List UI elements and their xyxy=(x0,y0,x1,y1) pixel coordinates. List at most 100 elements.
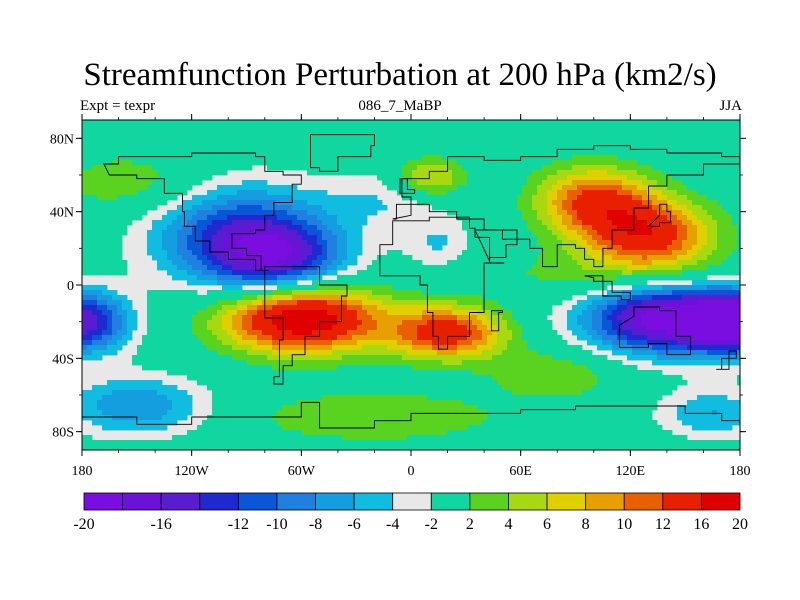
field-cell xyxy=(237,280,243,286)
field-cell xyxy=(682,125,688,131)
field-cell xyxy=(647,260,653,266)
field-cell xyxy=(147,290,153,296)
field-cell xyxy=(662,265,668,271)
field-cell xyxy=(472,270,478,276)
field-cell xyxy=(112,260,118,266)
field-cell xyxy=(97,245,103,251)
field-cell xyxy=(202,125,208,131)
field-cell xyxy=(267,230,273,236)
field-cell xyxy=(322,155,328,161)
field-cell xyxy=(677,315,683,321)
field-cell xyxy=(192,270,198,276)
field-cell xyxy=(312,200,318,206)
field-cell xyxy=(397,265,403,271)
field-cell xyxy=(367,310,373,316)
field-cell xyxy=(82,195,88,201)
field-cell xyxy=(97,205,103,211)
field-cell xyxy=(647,325,653,331)
field-cell xyxy=(577,130,583,136)
field-cell xyxy=(257,260,263,266)
field-cell xyxy=(312,150,318,156)
field-cell xyxy=(617,310,623,316)
field-cell xyxy=(737,295,740,301)
field-cell xyxy=(642,315,648,321)
field-cell xyxy=(627,245,633,251)
field-cell xyxy=(272,250,278,256)
field-cell xyxy=(397,290,403,296)
field-cell xyxy=(277,150,283,156)
field-cell xyxy=(332,230,338,236)
field-cell xyxy=(457,185,463,191)
field-cell xyxy=(292,190,298,196)
field-cell xyxy=(437,205,443,211)
field-cell xyxy=(592,205,598,211)
field-cell xyxy=(537,245,543,251)
field-cell xyxy=(392,265,398,271)
field-cell xyxy=(657,175,663,181)
field-cell xyxy=(232,305,238,311)
field-cell xyxy=(672,270,678,276)
field-cell xyxy=(377,285,383,291)
field-cell xyxy=(307,255,313,261)
field-cell xyxy=(702,120,708,126)
field-cell xyxy=(317,215,323,221)
field-cell xyxy=(157,245,163,251)
field-cell xyxy=(627,265,633,271)
field-cell xyxy=(122,325,128,331)
field-cell xyxy=(637,245,643,251)
field-cell xyxy=(382,300,388,306)
field-cell xyxy=(187,315,193,321)
field-cell xyxy=(637,200,643,206)
field-cell xyxy=(602,145,608,151)
field-cell xyxy=(532,220,538,226)
field-cell xyxy=(302,165,308,171)
field-cell xyxy=(487,165,493,171)
field-cell xyxy=(647,230,653,236)
field-cell xyxy=(537,205,543,211)
field-cell xyxy=(677,290,683,296)
field-cell xyxy=(572,125,578,131)
field-cell xyxy=(632,130,638,136)
field-cell xyxy=(177,235,183,241)
field-cell xyxy=(562,280,568,286)
field-cell xyxy=(432,165,438,171)
field-cell xyxy=(252,270,258,276)
field-cell xyxy=(542,235,548,241)
field-cell xyxy=(502,140,508,146)
field-cell xyxy=(257,190,263,196)
field-cell xyxy=(502,270,508,276)
field-cell xyxy=(627,135,633,141)
field-cell xyxy=(357,270,363,276)
field-cell xyxy=(507,300,513,306)
field-cell xyxy=(117,300,123,306)
field-cell xyxy=(587,265,593,271)
field-cell xyxy=(587,145,593,151)
field-cell xyxy=(267,290,273,296)
field-cell xyxy=(597,170,603,176)
field-cell xyxy=(642,200,648,206)
field-cell xyxy=(397,310,403,316)
field-cell xyxy=(132,165,138,171)
field-cell xyxy=(202,155,208,161)
field-cell xyxy=(157,230,163,236)
field-cell xyxy=(487,185,493,191)
field-cell xyxy=(677,305,683,311)
field-cell xyxy=(342,145,348,151)
field-cell xyxy=(697,280,703,286)
field-cell xyxy=(657,245,663,251)
field-cell xyxy=(547,310,553,316)
field-cell xyxy=(357,240,363,246)
field-cell xyxy=(367,285,373,291)
field-cell xyxy=(137,165,143,171)
field-cell xyxy=(182,315,188,321)
field-cell xyxy=(217,125,223,131)
field-cell xyxy=(232,135,238,141)
field-cell xyxy=(707,325,713,331)
field-cell xyxy=(687,180,693,186)
field-cell xyxy=(117,255,123,261)
field-cell xyxy=(472,210,478,216)
field-cell xyxy=(382,295,388,301)
field-cell xyxy=(472,255,478,261)
field-cell xyxy=(157,195,163,201)
field-cell xyxy=(647,125,653,131)
